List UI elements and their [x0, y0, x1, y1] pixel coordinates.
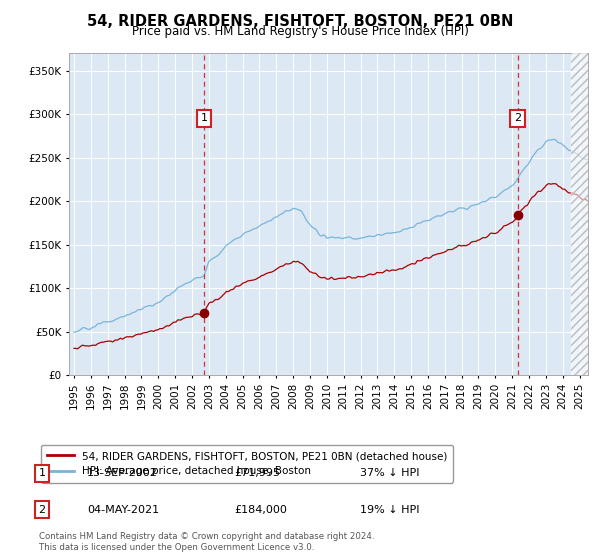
- Text: 1: 1: [200, 114, 208, 123]
- Text: 37% ↓ HPI: 37% ↓ HPI: [360, 468, 419, 478]
- Text: 1: 1: [38, 468, 46, 478]
- Text: £184,000: £184,000: [234, 505, 287, 515]
- Text: 2: 2: [514, 114, 521, 123]
- Text: £71,995: £71,995: [234, 468, 280, 478]
- Text: Price paid vs. HM Land Registry's House Price Index (HPI): Price paid vs. HM Land Registry's House …: [131, 25, 469, 38]
- Legend: 54, RIDER GARDENS, FISHTOFT, BOSTON, PE21 0BN (detached house), HPI: Average pri: 54, RIDER GARDENS, FISHTOFT, BOSTON, PE2…: [41, 445, 454, 483]
- Text: 04-MAY-2021: 04-MAY-2021: [87, 505, 159, 515]
- Text: 19% ↓ HPI: 19% ↓ HPI: [360, 505, 419, 515]
- Text: 2: 2: [38, 505, 46, 515]
- Text: 54, RIDER GARDENS, FISHTOFT, BOSTON, PE21 0BN: 54, RIDER GARDENS, FISHTOFT, BOSTON, PE2…: [87, 14, 513, 29]
- Text: 13-SEP-2002: 13-SEP-2002: [87, 468, 158, 478]
- Bar: [571, 53, 588, 375]
- Bar: [571, 53, 588, 375]
- Text: Contains HM Land Registry data © Crown copyright and database right 2024.
This d: Contains HM Land Registry data © Crown c…: [39, 532, 374, 552]
